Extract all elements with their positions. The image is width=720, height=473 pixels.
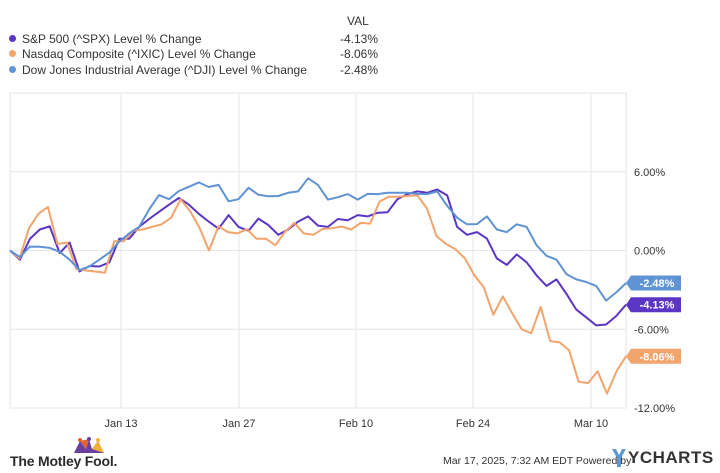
legend-value: -8.06% (339, 47, 378, 61)
svg-text:-8.06%: -8.06% (640, 351, 675, 363)
legend-label: Nasdaq Composite (^IXIC) Level % Change (22, 47, 256, 61)
legend-value-header: VAL (347, 14, 369, 28)
y-tick-label: -6.00% (634, 324, 669, 336)
motley-fool-logo: The Motley Fool. (10, 453, 118, 469)
legend-label: Dow Jones Industrial Average (^DJI) Leve… (22, 63, 307, 77)
timestamp-powered-by: Mar 17, 2025, 7:32 AM EDT Powered by (443, 455, 632, 467)
x-tick-label: Feb 10 (339, 418, 373, 430)
legend: VAL S&P 500 (^SPX) Level % Change -4.13%… (0, 0, 720, 90)
legend-label: S&P 500 (^SPX) Level % Change (22, 32, 202, 46)
line-chart: 6.00% 0.00% -6.00% -12.00% Jan 13 Jan 27 Feb 1… (9, 92, 681, 430)
y-tick-label: 0.00% (634, 246, 665, 258)
legend-dot (9, 66, 16, 73)
x-tick-label: Jan 13 (104, 418, 137, 430)
end-value-label: -4.13% (626, 297, 681, 313)
legend-item-dji[interactable]: Dow Jones Industrial Average (^DJI) Leve… (0, 62, 400, 78)
footer: The Motley Fool. Mar 17, 2025, 7:32 AM E… (0, 437, 720, 473)
x-tick-label: Jan 27 (222, 418, 255, 430)
y-tick-label: 6.00% (634, 167, 665, 179)
legend-item-ixic[interactable]: Nasdaq Composite (^IXIC) Level % Change … (0, 46, 400, 62)
series-line-0 (9, 188, 627, 327)
legend-item-spx[interactable]: S&P 500 (^SPX) Level % Change -4.13% (0, 31, 400, 47)
series-line-2 (9, 177, 627, 302)
legend-value: -4.13% (339, 32, 378, 46)
end-value-label: -2.48% (626, 275, 681, 291)
svg-text:-2.48%: -2.48% (640, 278, 675, 290)
jester-hat-icon (74, 437, 104, 453)
legend-dot (9, 50, 16, 57)
series-line-1 (9, 194, 627, 395)
legend-value: -2.48% (339, 63, 378, 77)
svg-text:-4.13%: -4.13% (640, 300, 675, 312)
end-value-label: -8.06% (626, 348, 681, 364)
x-tick-label: Mar 10 (574, 418, 608, 430)
y-tick-label: -12.00% (634, 403, 675, 415)
ycharts-y-icon (612, 449, 626, 467)
legend-dot (9, 35, 16, 42)
x-tick-label: Feb 24 (456, 418, 490, 430)
